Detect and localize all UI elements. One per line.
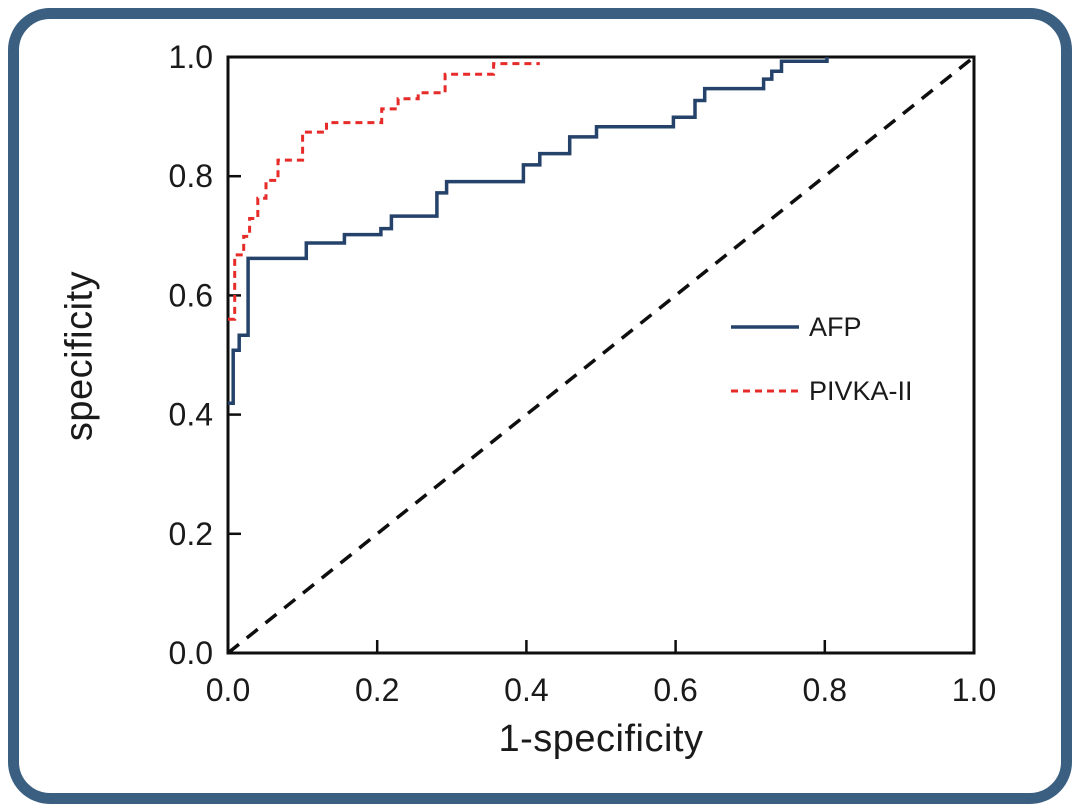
pivka-curve [228,62,540,321]
reference-diagonal [226,55,976,655]
x-tick-label: 0.2 [355,672,399,708]
x-axis-title: 1-specificity [498,718,704,760]
legend-label-pivka: PIVKA-II [809,376,913,406]
y-tick-label: 0.8 [169,158,213,194]
y-tick-label: 0.4 [169,397,213,433]
x-tick-label: 0.0 [206,672,250,708]
y-tick-label: 1.0 [169,39,213,75]
y-tick-label: 0.0 [169,635,213,671]
afp-curve [228,57,829,406]
legend-label-afp: AFP [809,312,862,342]
x-tick-label: 1.0 [952,672,996,708]
x-tick-label: 0.8 [803,672,847,708]
plot-box [226,55,976,655]
y-axis-title: specificity [58,270,101,442]
x-tick-label: 0.4 [504,672,548,708]
y-tick-label: 0.2 [169,516,213,552]
y-tick-label: 0.6 [169,277,213,313]
x-tick-label: 0.6 [653,672,697,708]
